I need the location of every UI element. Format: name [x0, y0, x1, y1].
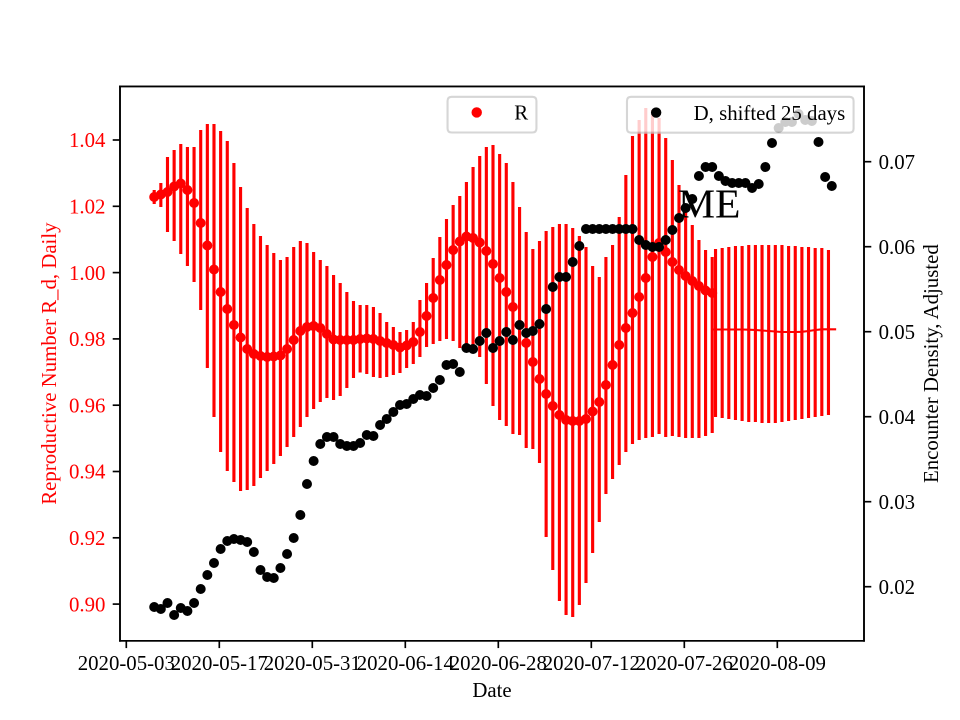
svg-text:0.07: 0.07 — [879, 150, 915, 174]
svg-text:0.90: 0.90 — [69, 592, 105, 616]
svg-text:D, shifted 25 days: D, shifted 25 days — [694, 101, 846, 125]
svg-text:0.05: 0.05 — [879, 320, 915, 344]
svg-text:2020-07-26: 2020-07-26 — [636, 651, 733, 675]
svg-text:2020-05-03: 2020-05-03 — [78, 651, 175, 675]
svg-text:Reproductive Number R_d, Daily: Reproductive Number R_d, Daily — [37, 222, 61, 505]
svg-text:0.96: 0.96 — [69, 393, 105, 417]
svg-text:2020-06-28: 2020-06-28 — [450, 651, 547, 675]
svg-text:0.94: 0.94 — [69, 460, 106, 484]
svg-text:0.06: 0.06 — [879, 235, 915, 259]
svg-text:1.02: 1.02 — [69, 195, 105, 219]
svg-text:0.03: 0.03 — [879, 490, 915, 514]
svg-text:1.00: 1.00 — [69, 261, 105, 285]
svg-text:2020-05-17: 2020-05-17 — [171, 651, 268, 675]
svg-text:2020-05-31: 2020-05-31 — [264, 651, 361, 675]
svg-text:0.92: 0.92 — [69, 526, 105, 550]
svg-text:R: R — [514, 101, 528, 125]
svg-text:Encounter Density, Adjusted: Encounter Density, Adjusted — [919, 244, 943, 483]
svg-text:1.04: 1.04 — [69, 128, 106, 152]
svg-text:2020-06-14: 2020-06-14 — [357, 651, 455, 675]
svg-text:2020-07-12: 2020-07-12 — [543, 651, 640, 675]
svg-text:0.04: 0.04 — [879, 405, 916, 429]
svg-text:0.98: 0.98 — [69, 327, 105, 351]
svg-text:2020-08-09: 2020-08-09 — [729, 651, 826, 675]
svg-text:0.02: 0.02 — [879, 575, 915, 599]
svg-text:Date: Date — [472, 678, 511, 702]
